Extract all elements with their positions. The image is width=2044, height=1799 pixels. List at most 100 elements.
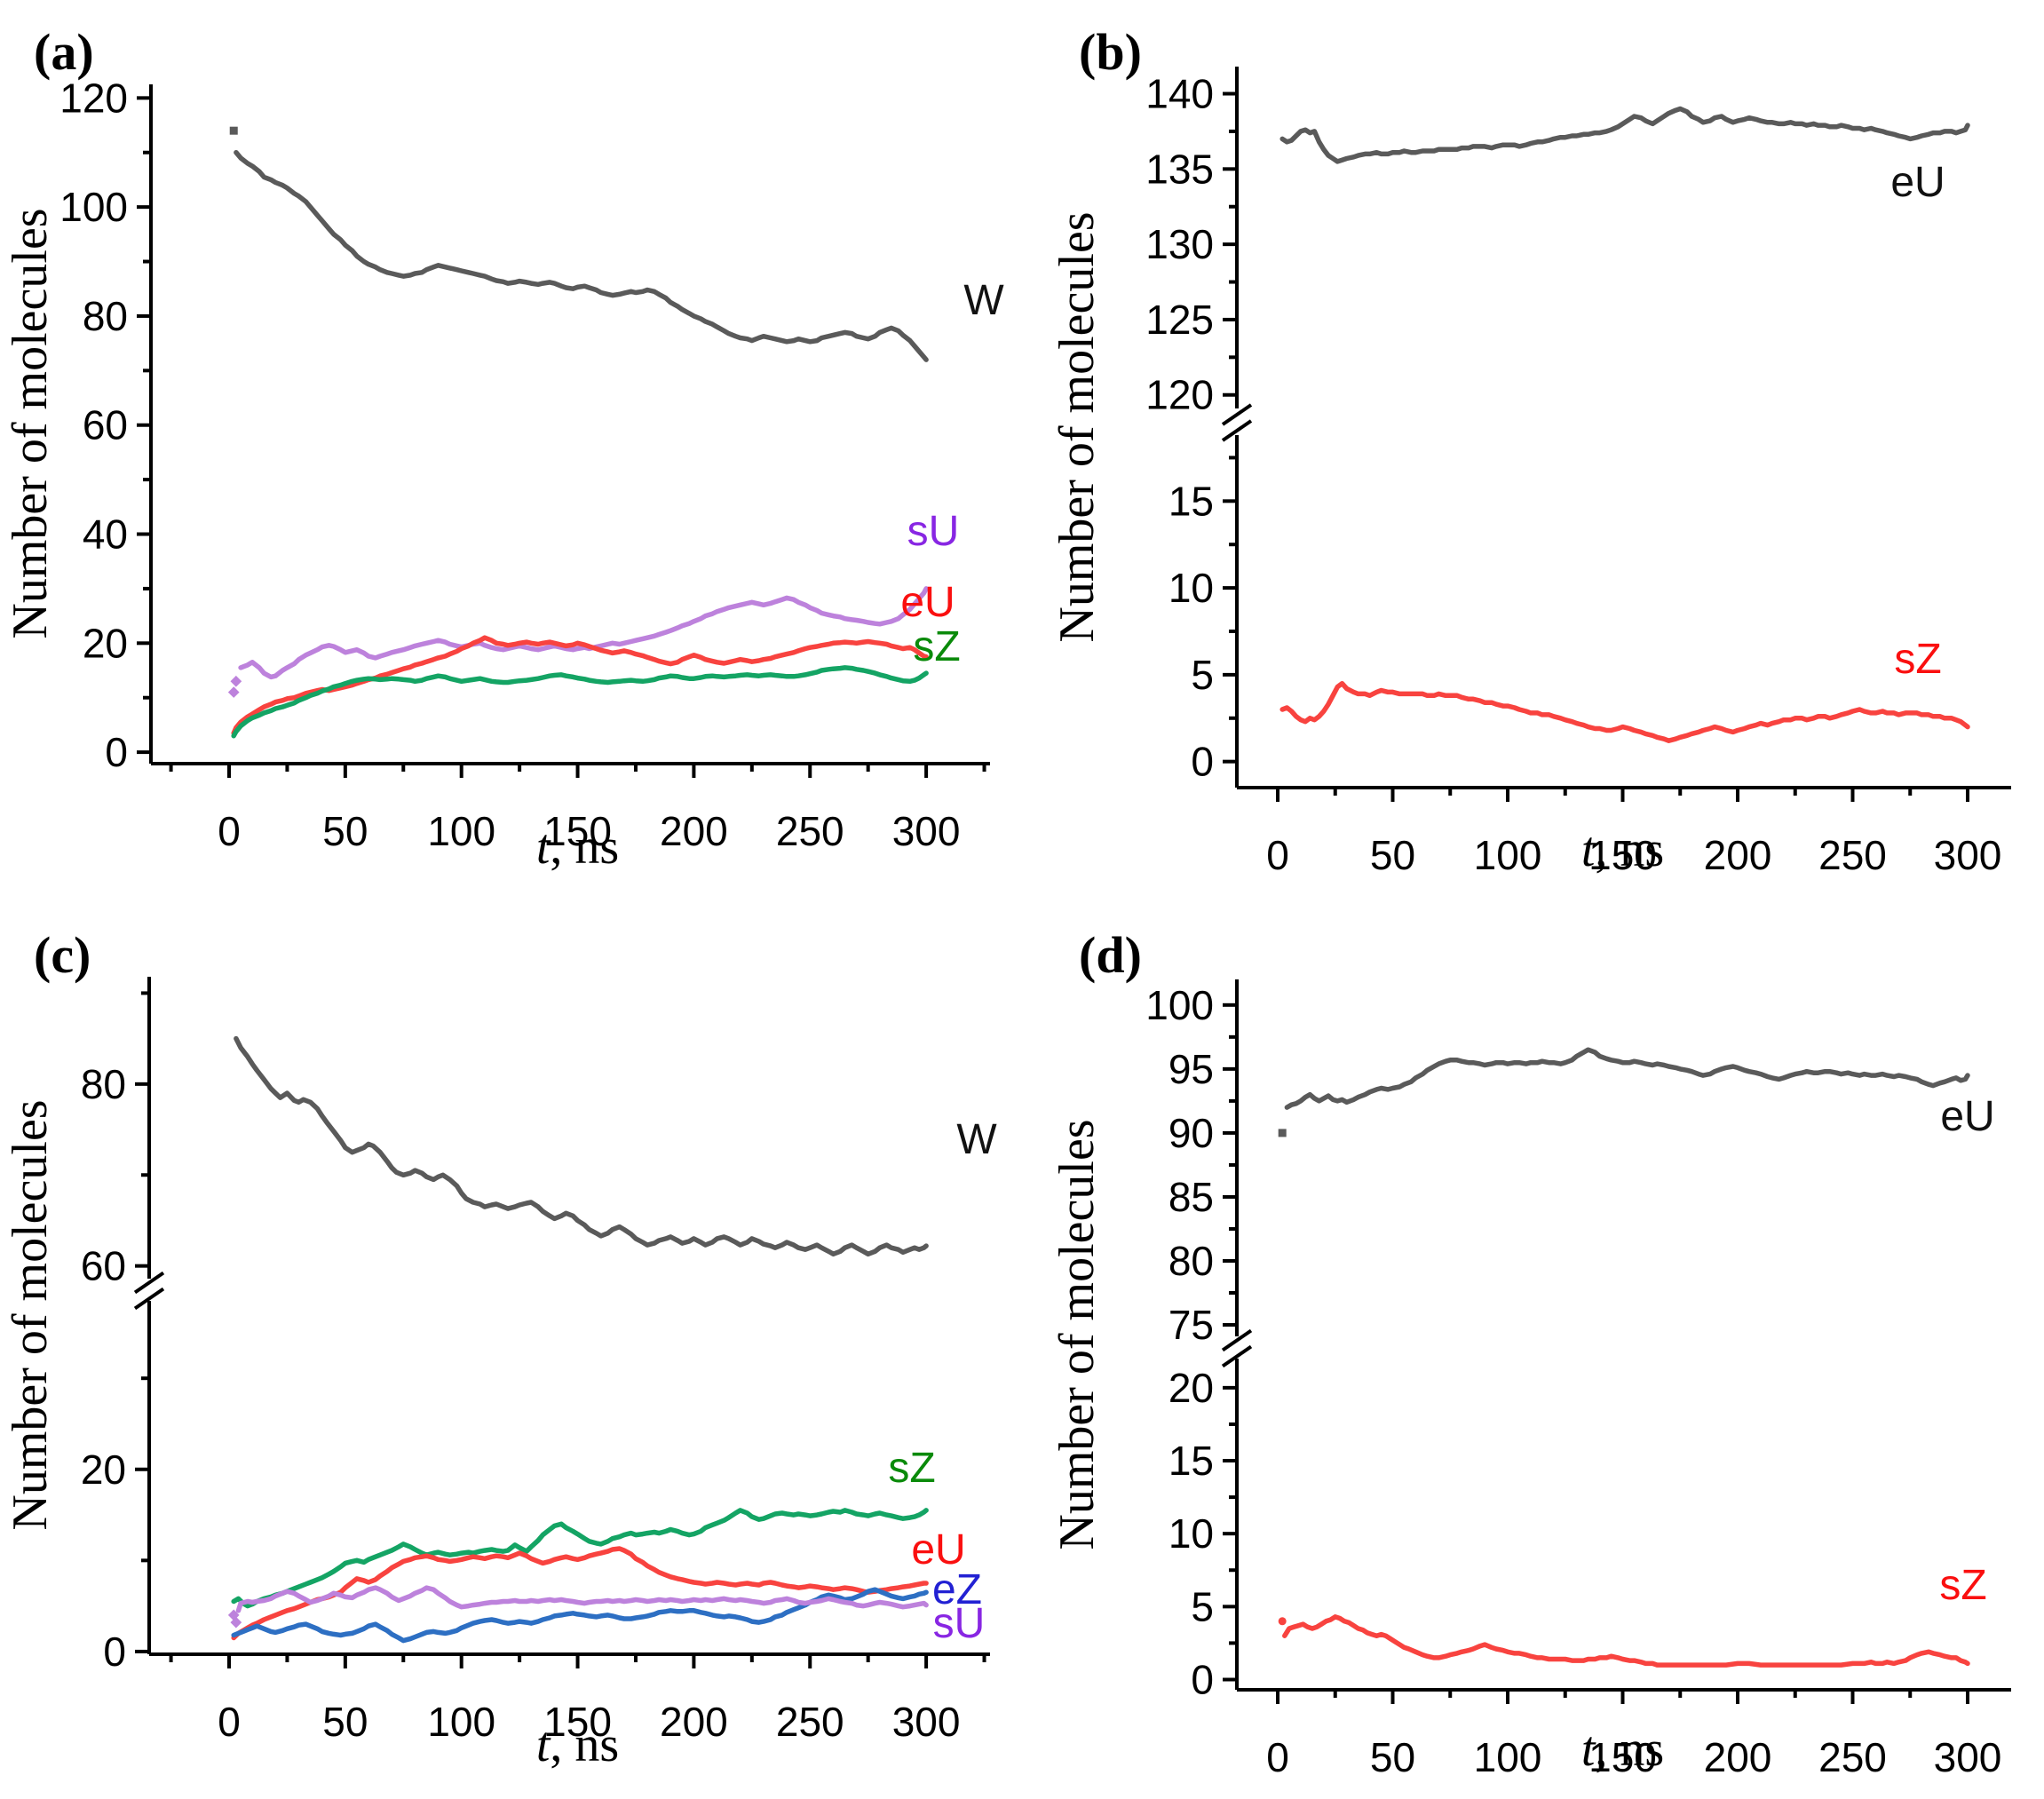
y-tick-label: 5 [1191, 1583, 1214, 1629]
series-su-point [230, 675, 242, 687]
series-ez-curve [231, 1587, 929, 1644]
series-eu-label: eU [911, 1526, 965, 1573]
axis-break-mark [133, 1287, 165, 1311]
x-axis-title: t, ns [536, 1717, 619, 1772]
series-w-label: W [963, 277, 1004, 324]
series-su-point [227, 686, 240, 698]
x-tick-label: 200 [1704, 1734, 1772, 1780]
y-tick-label: 90 [1169, 1110, 1214, 1156]
y-tick-label: 0 [105, 729, 128, 775]
series-eu-curve [231, 635, 929, 736]
x-tick-label: 200 [660, 1699, 728, 1745]
y-tick-label: 80 [81, 1061, 126, 1107]
y-tick-label: 100 [59, 184, 128, 230]
y-tick-label: 135 [1145, 146, 1214, 192]
x-tick-label: 300 [1934, 832, 2002, 878]
y-tick-label: 0 [103, 1629, 126, 1675]
series-eu-curve [1279, 106, 1970, 164]
panel-b-chart: 0 50 100 150 200 250 300 120 125 130 135 140 0 5 10 15 e… [1050, 23, 2011, 878]
axis-break-mark [133, 1271, 165, 1295]
panel-tag: (d) [1079, 926, 1142, 984]
y-tick-label: 140 [1145, 71, 1214, 117]
x-tick-label: 200 [660, 808, 728, 854]
axis-break-mark [1221, 403, 1253, 426]
x-tick-label: 0 [218, 1699, 241, 1745]
x-tick-label: 250 [1818, 1734, 1887, 1780]
x-tick-label: 0 [218, 808, 241, 854]
panel-d: 0 50 100 150 200 250 300 75 80 85 90 95 100 0 5 10 15 20 e… [1022, 900, 2044, 1799]
x-tick-label: 250 [1818, 832, 1887, 878]
x-tick-label: 50 [1370, 1734, 1415, 1780]
series-sz-curve [231, 665, 929, 739]
series-eu-point [1278, 1129, 1287, 1137]
x-tick-label: 300 [892, 808, 961, 854]
y-tick-label: 95 [1169, 1046, 1214, 1092]
y-tick-label: 20 [81, 1446, 126, 1493]
x-tick-label: 50 [322, 1699, 368, 1745]
x-tick-label: 300 [892, 1699, 961, 1745]
series-sz-label: sZ [913, 623, 960, 670]
x-tick-label: 0 [1266, 1734, 1289, 1780]
y-tick-label: 75 [1169, 1302, 1214, 1348]
x-tick-label: 100 [1474, 832, 1542, 878]
panel-tag: (c) [34, 926, 91, 984]
series-w-label: W [956, 1116, 997, 1163]
y-tick-label: 0 [1191, 1656, 1214, 1702]
series-w-curve [234, 1035, 929, 1257]
y-tick-label: 40 [83, 511, 128, 558]
x-axis-title: t, ns [1581, 1722, 1664, 1777]
y-axis-title: Number of molecules [1050, 211, 1105, 642]
x-tick-label: 50 [1370, 832, 1415, 878]
series-sz-curve [231, 1508, 929, 1609]
series-su-curve [238, 586, 929, 680]
axis-break-mark [1221, 419, 1253, 442]
x-tick-label: 150 [1588, 832, 1657, 878]
x-tick-label: 0 [1266, 832, 1289, 878]
y-tick-label: 15 [1169, 1438, 1214, 1484]
y-tick-label: 10 [1169, 565, 1214, 611]
series-su-label: sU [933, 1600, 986, 1647]
series-sz-label: sZ [888, 1445, 935, 1492]
y-axis-title: Number of molecules [1050, 1119, 1105, 1549]
series-su-point [230, 1616, 242, 1629]
axis-break-mark [1221, 1344, 1253, 1368]
y-tick-label: 5 [1191, 652, 1214, 698]
series-eu-curve [1284, 1047, 1970, 1110]
y-axis-title: Number of molecules [3, 208, 58, 638]
y-tick-label: 15 [1169, 478, 1214, 524]
series-eu-label: eU [900, 579, 955, 626]
panel-a-chart: 0 50 100 150 200 250 300 0 20 40 60 80 100 120 WsU eUsZ… [3, 23, 1004, 875]
series-eu-curve [231, 1546, 929, 1641]
y-tick-label: 20 [83, 620, 128, 666]
series-su-curve [235, 1585, 929, 1613]
x-tick-label: 250 [776, 1699, 844, 1745]
x-axis-title: t, ns [536, 820, 619, 875]
series-sz-point [1278, 1617, 1287, 1626]
series-eu-label: eU [1890, 159, 1945, 206]
y-tick-label: 10 [1169, 1510, 1214, 1557]
panel-d-chart: 0 50 100 150 200 250 300 75 80 85 90 95 100 0 5 10 15 20 e… [1050, 926, 2011, 1780]
x-tick-label: 50 [322, 808, 368, 854]
series-sz-label: sZ [1894, 636, 1941, 683]
x-tick-label: 100 [427, 1699, 495, 1745]
series-w-curve [234, 149, 929, 362]
y-tick-label: 0 [1191, 739, 1214, 785]
y-tick-label: 60 [81, 1243, 126, 1289]
x-tick-label: 250 [776, 808, 844, 854]
y-tick-label: 20 [1169, 1365, 1214, 1411]
series-sz-curve [1279, 680, 1970, 743]
x-tick-label: 150 [543, 1699, 612, 1745]
series-eu-label: eU [1940, 1093, 1994, 1140]
series-w-point [229, 126, 238, 135]
series-su-label: sU [907, 508, 960, 555]
x-tick-label: 150 [1588, 1734, 1657, 1780]
series-sz-curve [1282, 1614, 1970, 1668]
x-tick-label: 300 [1934, 1734, 2002, 1780]
panel-tag: (a) [34, 23, 94, 81]
y-tick-label: 100 [1145, 982, 1214, 1028]
y-tick-label: 60 [83, 402, 128, 448]
y-tick-label: 80 [83, 293, 128, 339]
